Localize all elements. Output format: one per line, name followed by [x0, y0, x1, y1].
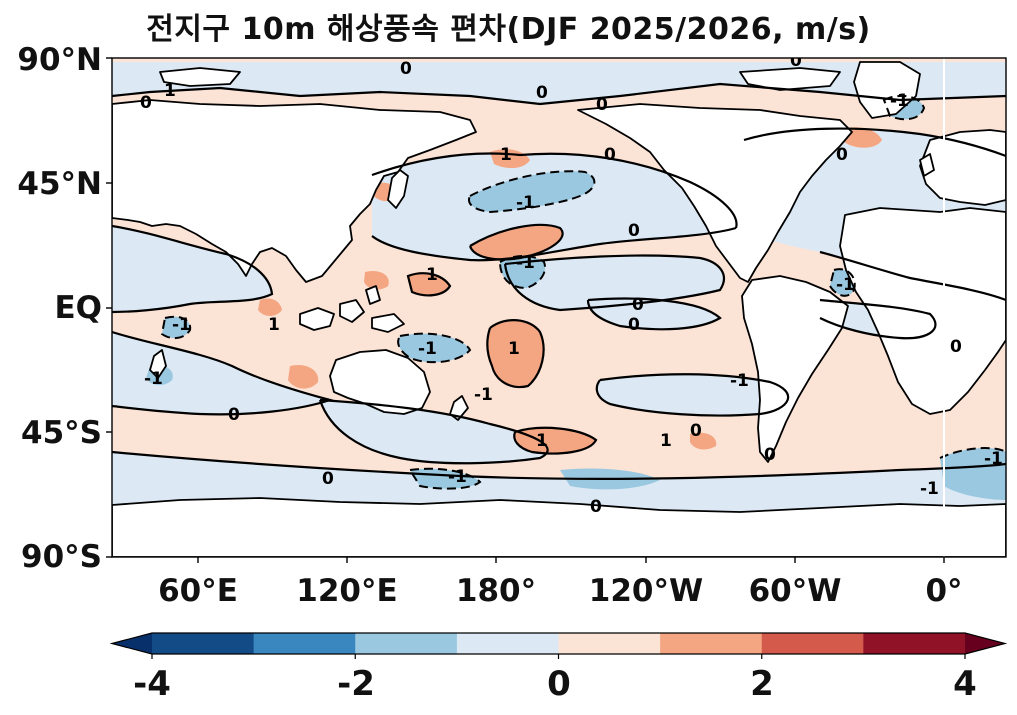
colorbar-segment	[863, 633, 966, 654]
contour-label: -1	[516, 193, 535, 213]
landmasses	[112, 61, 1006, 557]
contour-value-labels: 0 0 0 0 0 1 1 0 -1 0 -1 1 0 0 1 1 -1 0 1…	[140, 51, 1003, 517]
contour-label: 0	[590, 497, 602, 517]
negative-contour-lines	[160, 94, 1006, 490]
contour-label: -1	[984, 449, 1003, 469]
contour-label: 0	[628, 315, 640, 335]
contour-label: 0	[400, 59, 412, 79]
contour-label: -1	[890, 91, 909, 111]
contour-label: 1	[500, 145, 512, 165]
contour-label: 1	[164, 81, 176, 101]
lat-label-eq: EQ	[54, 290, 102, 326]
contour-label: 0	[628, 221, 640, 241]
colorbar-segment	[456, 633, 559, 654]
contour-label: -1	[418, 339, 437, 359]
contour-label: 0	[228, 405, 240, 425]
contour-label: 0	[690, 421, 702, 441]
contour-label: -1	[144, 369, 163, 389]
contour-label: 0	[790, 51, 802, 71]
contour-label: -1	[448, 467, 467, 487]
map-title: 전지구 10m 해상풍속 편차(DJF 2025/2026, m/s)	[146, 12, 871, 47]
lon-label-180: 180°	[455, 573, 537, 609]
contour-label: 1	[536, 431, 548, 451]
contour-label: 0	[322, 469, 334, 489]
lon-label-0: 0°	[925, 573, 963, 609]
axis-ticks	[106, 57, 945, 563]
colorbar-segment	[558, 633, 661, 654]
colorbar-segment	[660, 633, 763, 654]
lat-label-45n: 45°N	[17, 166, 102, 202]
colorbar-extend-min	[112, 633, 152, 654]
contour-label: 0	[140, 93, 152, 113]
contour-label: 1	[268, 315, 280, 335]
lat-label-90s: 90°S	[21, 539, 102, 575]
colorbar-tick-neg2: -2	[337, 664, 375, 704]
contour-label: -1	[172, 315, 191, 335]
contour-label: 0	[950, 337, 962, 357]
lat-label-90n: 90°N	[17, 42, 102, 78]
contour-label: 0	[836, 145, 848, 165]
lon-label-60w: 60°W	[748, 573, 842, 609]
colorbar-tick-2: 2	[750, 664, 774, 704]
contour-label: -1	[836, 275, 855, 295]
contour-label: 1	[508, 339, 520, 359]
colorbar-tick-0: 0	[547, 664, 571, 704]
colorbar-segment	[152, 633, 255, 654]
contour-label: -1	[730, 371, 749, 391]
lat-label-45s: 45°S	[21, 415, 102, 451]
contour-label: -1	[920, 479, 939, 499]
contour-label: 0	[596, 95, 608, 115]
contour-label: 0	[632, 295, 644, 315]
lon-label-60e: 60°E	[158, 573, 238, 609]
lon-label-120e: 120°E	[296, 573, 398, 609]
contour-label: 1	[426, 265, 438, 285]
colorbar-segment	[253, 633, 356, 654]
contour-lines	[112, 82, 1006, 480]
contour-label: 0	[604, 145, 616, 165]
map-plot-area: 0 0 0 0 0 1 1 0 -1 0 -1 1 0 0 1 1 -1 0 1…	[112, 51, 1006, 557]
colorbar	[109, 632, 1008, 659]
colorbar-extend-max	[965, 633, 1005, 654]
contour-label: 1	[660, 431, 672, 451]
lon-label-120w: 120°W	[588, 573, 704, 609]
contour-label: 0	[764, 445, 776, 465]
colorbar-segment	[761, 633, 864, 654]
moderate-positive-regions	[258, 127, 882, 454]
contour-label: -1	[474, 385, 493, 405]
contour-label: 0	[536, 83, 548, 103]
colorbar-tick-neg4: -4	[133, 664, 171, 704]
colorbar-segment	[355, 633, 458, 654]
colorbar-tick-4: 4	[953, 664, 977, 704]
contour-label: -1	[516, 253, 535, 273]
